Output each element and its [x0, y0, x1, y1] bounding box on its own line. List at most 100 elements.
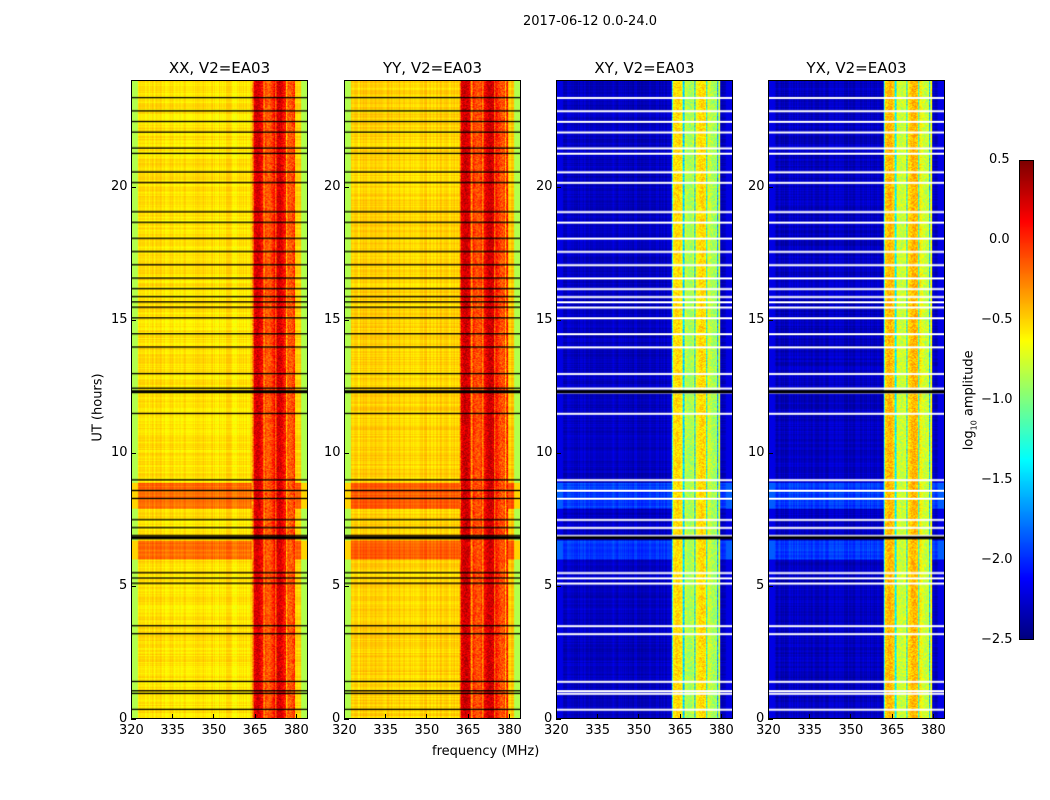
x-tick-mark: [850, 714, 852, 719]
colorbar-label: log10 amplitude: [961, 350, 979, 451]
heatmap-panel: [768, 80, 945, 719]
x-tick-label: 335: [160, 723, 186, 738]
y-tick-label: 20: [111, 178, 128, 194]
y-tick-label: 0: [119, 711, 128, 726]
colorbar: [1019, 160, 1034, 640]
x-axis-label: frequency (MHz): [432, 744, 540, 759]
x-tick-mark: [295, 714, 297, 719]
x-tick-mark: [720, 714, 722, 719]
panel-title: XY, V2=EA03: [594, 59, 695, 77]
x-tick-mark: [213, 714, 215, 719]
y-tick-mark: [344, 585, 349, 587]
y-tick-mark: [344, 452, 349, 454]
x-tick-label: 365: [455, 723, 481, 738]
y-tick-label: 10: [536, 444, 553, 460]
figure-title: 2017-06-12 0.0-24.0: [523, 14, 657, 29]
y-tick-label: 0: [332, 711, 341, 726]
y-axis-label: UT (hours): [90, 373, 106, 442]
y-tick-mark: [768, 585, 773, 587]
y-tick-label: 15: [748, 311, 765, 327]
y-tick-label: 15: [536, 311, 553, 327]
colorbar-tick-label: −1.0: [981, 392, 1013, 407]
colorbar-tick-label: 0.0: [989, 232, 1010, 247]
heatmap-panel: [556, 80, 733, 719]
panel-title: YX, V2=EA03: [806, 59, 907, 77]
x-tick-label: 380: [920, 723, 946, 738]
y-tick-mark: [344, 719, 349, 720]
colorbar-tick-label: −2.5: [981, 632, 1013, 647]
y-tick-mark: [556, 719, 561, 720]
x-tick-label: 320: [332, 723, 357, 738]
y-tick-mark: [131, 719, 136, 720]
heatmap-panel: [344, 80, 521, 719]
y-tick-label: 15: [111, 311, 128, 327]
x-tick-label: 320: [544, 723, 569, 738]
y-tick-mark: [556, 585, 561, 587]
x-tick-mark: [385, 714, 387, 719]
y-tick-label: 5: [544, 577, 553, 593]
y-tick-label: 10: [324, 444, 341, 460]
y-tick-mark: [131, 186, 136, 188]
y-tick-label: 5: [332, 577, 341, 593]
x-tick-label: 335: [373, 723, 399, 738]
heatmap-panel: [131, 80, 308, 719]
x-tick-mark: [172, 714, 174, 719]
y-tick-label: 20: [536, 178, 553, 194]
y-tick-label: 15: [324, 311, 341, 327]
x-tick-label: 320: [756, 723, 781, 738]
x-tick-mark: [254, 714, 256, 719]
y-tick-mark: [768, 719, 773, 720]
x-tick-mark: [344, 714, 345, 719]
x-tick-mark: [638, 714, 640, 719]
x-tick-label: 365: [667, 723, 693, 738]
x-tick-mark: [932, 714, 934, 719]
y-tick-mark: [344, 319, 349, 321]
y-tick-label: 5: [119, 577, 128, 593]
x-tick-label: 335: [797, 723, 823, 738]
y-tick-label: 5: [756, 577, 765, 593]
y-tick-mark: [556, 186, 561, 188]
heatmap-image: [769, 81, 944, 718]
panel-title: YY, V2=EA03: [382, 59, 483, 77]
colorbar-tick-label: −2.0: [981, 552, 1013, 567]
x-tick-mark: [891, 714, 893, 719]
y-tick-mark: [556, 319, 561, 321]
heatmap-image: [132, 81, 307, 718]
x-tick-label: 320: [119, 723, 144, 738]
colorbar-tick-label: −0.5: [981, 312, 1013, 327]
x-tick-label: 365: [879, 723, 905, 738]
y-tick-label: 20: [748, 178, 765, 194]
y-tick-mark: [556, 452, 561, 454]
y-tick-label: 0: [544, 711, 553, 726]
y-tick-mark: [768, 452, 773, 454]
colorbar-tick-label: 0.5: [989, 152, 1010, 167]
x-tick-mark: [768, 714, 769, 719]
x-tick-label: 380: [708, 723, 734, 738]
x-tick-label: 350: [201, 723, 227, 738]
x-tick-mark: [426, 714, 428, 719]
y-tick-label: 0: [756, 711, 765, 726]
y-tick-mark: [131, 319, 136, 321]
y-tick-mark: [344, 186, 349, 188]
x-tick-label: 335: [585, 723, 611, 738]
x-tick-label: 350: [838, 723, 864, 738]
heatmap-image: [345, 81, 520, 718]
x-tick-label: 365: [242, 723, 268, 738]
y-tick-mark: [131, 452, 136, 454]
heatmap-image: [557, 81, 732, 718]
x-tick-mark: [556, 714, 557, 719]
x-tick-label: 350: [626, 723, 652, 738]
y-tick-label: 10: [748, 444, 765, 460]
x-tick-label: 350: [414, 723, 440, 738]
y-tick-mark: [768, 186, 773, 188]
x-tick-label: 380: [496, 723, 522, 738]
x-tick-label: 380: [283, 723, 309, 738]
x-tick-mark: [679, 714, 681, 719]
x-tick-mark: [508, 714, 510, 719]
y-tick-mark: [768, 319, 773, 321]
x-tick-mark: [467, 714, 469, 719]
x-tick-mark: [597, 714, 599, 719]
y-tick-mark: [131, 585, 136, 587]
panel-title: XX, V2=EA03: [168, 59, 271, 77]
